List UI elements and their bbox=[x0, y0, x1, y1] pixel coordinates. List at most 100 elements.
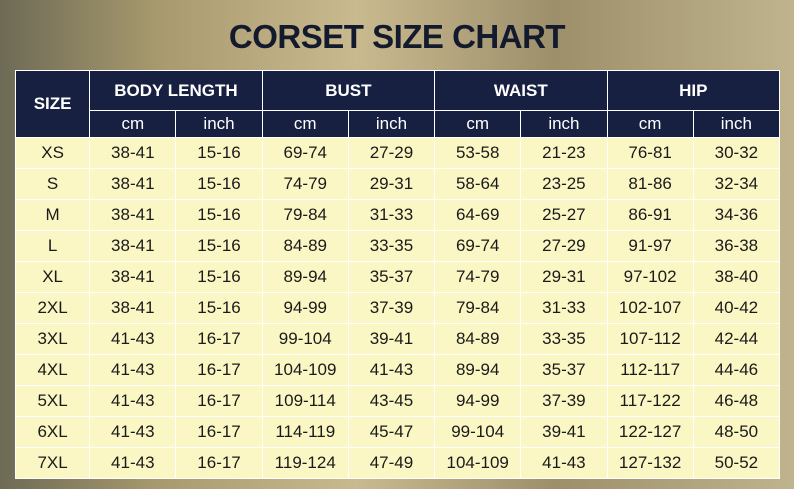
size-cell: L bbox=[14, 230, 91, 262]
value-cell: 15-16 bbox=[175, 168, 263, 200]
title: CORSET SIZE CHART bbox=[228, 18, 566, 55]
value-cell: 15-16 bbox=[175, 261, 263, 293]
value-cell: 58-64 bbox=[434, 168, 522, 200]
value-cell: 42-44 bbox=[692, 323, 781, 355]
value-cell: 27-29 bbox=[520, 230, 608, 262]
value-cell: 81-86 bbox=[606, 168, 694, 200]
value-cell: 41-43 bbox=[89, 447, 177, 479]
value-cell: 38-41 bbox=[89, 230, 177, 262]
value-cell: 41-43 bbox=[89, 416, 177, 448]
value-cell: 79-84 bbox=[434, 292, 522, 324]
value-cell: 37-39 bbox=[347, 292, 436, 324]
value-cell: 45-47 bbox=[347, 416, 436, 448]
value-cell: 86-91 bbox=[606, 199, 694, 231]
value-cell: 21-23 bbox=[520, 137, 608, 169]
value-cell: 53-58 bbox=[434, 137, 522, 169]
value-cell: 104-109 bbox=[434, 447, 522, 479]
table-row: XS 38-41 15-16 69-74 27-29 53-58 21-23 76-81 30-… bbox=[14, 137, 781, 169]
value-cell: 47-49 bbox=[347, 447, 436, 479]
value-cell: 37-39 bbox=[520, 385, 608, 417]
value-cell: 38-41 bbox=[89, 168, 177, 200]
value-cell: 25-27 bbox=[520, 199, 608, 231]
group-header: BUST bbox=[261, 70, 436, 111]
value-cell: 91-97 bbox=[606, 230, 694, 262]
value-cell: 117-122 bbox=[606, 385, 694, 417]
value-cell: 38-41 bbox=[89, 292, 177, 324]
value-cell: 74-79 bbox=[434, 261, 522, 293]
table-row: 6XL 41-43 16-17 114-119 45-47 99-104 39-41 122-… bbox=[14, 416, 781, 448]
value-cell: 16-17 bbox=[175, 354, 263, 386]
value-cell: 84-89 bbox=[434, 323, 522, 355]
value-cell: 31-33 bbox=[520, 292, 608, 324]
value-cell: 84-89 bbox=[261, 230, 349, 262]
value-cell: 89-94 bbox=[434, 354, 522, 386]
table-row: M 38-41 15-16 79-84 31-33 64-69 25-27 86-91 34-3… bbox=[14, 199, 781, 231]
value-cell: 69-74 bbox=[434, 230, 522, 262]
value-cell: 119-124 bbox=[261, 447, 349, 479]
value-cell: 27-29 bbox=[347, 137, 436, 169]
value-cell: 33-35 bbox=[520, 323, 608, 355]
size-cell: 2XL bbox=[14, 292, 91, 324]
value-cell: 99-104 bbox=[434, 416, 522, 448]
value-cell: 114-119 bbox=[261, 416, 349, 448]
value-cell: 38-41 bbox=[89, 199, 177, 231]
unit-header: inch bbox=[520, 110, 608, 138]
value-cell: 15-16 bbox=[175, 199, 263, 231]
value-cell: 44-46 bbox=[692, 354, 781, 386]
value-cell: 102-107 bbox=[606, 292, 694, 324]
value-cell: 15-16 bbox=[175, 230, 263, 262]
size-cell: XS bbox=[14, 137, 91, 169]
value-cell: 97-102 bbox=[606, 261, 694, 293]
value-cell: 39-41 bbox=[347, 323, 436, 355]
group-header: HIP bbox=[606, 70, 781, 111]
value-cell: 41-43 bbox=[89, 354, 177, 386]
value-cell: 94-99 bbox=[261, 292, 349, 324]
size-header: SIZE bbox=[14, 70, 91, 138]
unit-row: cm inch cm inch cm inch cm inch bbox=[16, 110, 781, 138]
unit-header: inch bbox=[347, 110, 436, 138]
value-cell: 15-16 bbox=[175, 137, 263, 169]
table-row: 5XL 41-43 16-17 109-114 43-45 94-99 37-39 117-1… bbox=[14, 385, 781, 417]
value-cell: 43-45 bbox=[347, 385, 436, 417]
value-cell: 38-40 bbox=[692, 261, 781, 293]
group-header: BODY LENGTH bbox=[89, 70, 263, 111]
unit-header: cm bbox=[261, 110, 349, 138]
unit-header: cm bbox=[89, 110, 177, 138]
value-cell: 109-114 bbox=[261, 385, 349, 417]
value-cell: 99-104 bbox=[261, 323, 349, 355]
size-cell: 5XL bbox=[14, 385, 91, 417]
value-cell: 89-94 bbox=[261, 261, 349, 293]
value-cell: 122-127 bbox=[606, 416, 694, 448]
table-row: L 38-41 15-16 84-89 33-35 69-74 27-29 91-97 36-3… bbox=[14, 230, 781, 262]
value-cell: 16-17 bbox=[175, 323, 263, 355]
value-cell: 76-81 bbox=[606, 137, 694, 169]
unit-header: cm bbox=[434, 110, 522, 138]
unit-header: cm bbox=[606, 110, 694, 138]
value-cell: 41-43 bbox=[89, 385, 177, 417]
value-cell: 40-42 bbox=[692, 292, 781, 324]
value-cell: 33-35 bbox=[347, 230, 436, 262]
size-cell: M bbox=[14, 199, 91, 231]
value-cell: 50-52 bbox=[692, 447, 781, 479]
table-row: 2XL 38-41 15-16 94-99 37-39 79-84 31-33 102-107… bbox=[14, 292, 781, 324]
value-cell: 94-99 bbox=[434, 385, 522, 417]
value-cell: 127-132 bbox=[606, 447, 694, 479]
table-row: 7XL 41-43 16-17 119-124 47-49 104-109 41-43 127… bbox=[14, 447, 781, 479]
size-table: SIZE BODY LENGTH BUST WAIST HIP cm inch cm inc… bbox=[14, 70, 781, 479]
value-cell: 74-79 bbox=[261, 168, 349, 200]
value-cell: 41-43 bbox=[89, 323, 177, 355]
table-row: 4XL 41-43 16-17 104-109 41-43 89-94 35-37 112-1… bbox=[14, 354, 781, 386]
value-cell: 16-17 bbox=[175, 447, 263, 479]
unit-header: inch bbox=[692, 110, 781, 138]
value-cell: 104-109 bbox=[261, 354, 349, 386]
value-cell: 35-37 bbox=[347, 261, 436, 293]
size-cell: 3XL bbox=[14, 323, 91, 355]
value-cell: 34-36 bbox=[692, 199, 781, 231]
value-cell: 32-34 bbox=[692, 168, 781, 200]
value-cell: 69-74 bbox=[261, 137, 349, 169]
unit-header: inch bbox=[175, 110, 263, 138]
value-cell: 36-38 bbox=[692, 230, 781, 262]
value-cell: 48-50 bbox=[692, 416, 781, 448]
value-cell: 41-43 bbox=[520, 447, 608, 479]
